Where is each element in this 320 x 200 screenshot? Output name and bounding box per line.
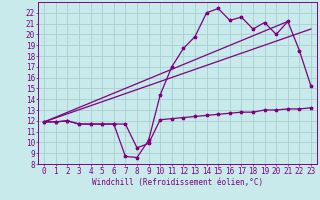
X-axis label: Windchill (Refroidissement éolien,°C): Windchill (Refroidissement éolien,°C) — [92, 178, 263, 187]
